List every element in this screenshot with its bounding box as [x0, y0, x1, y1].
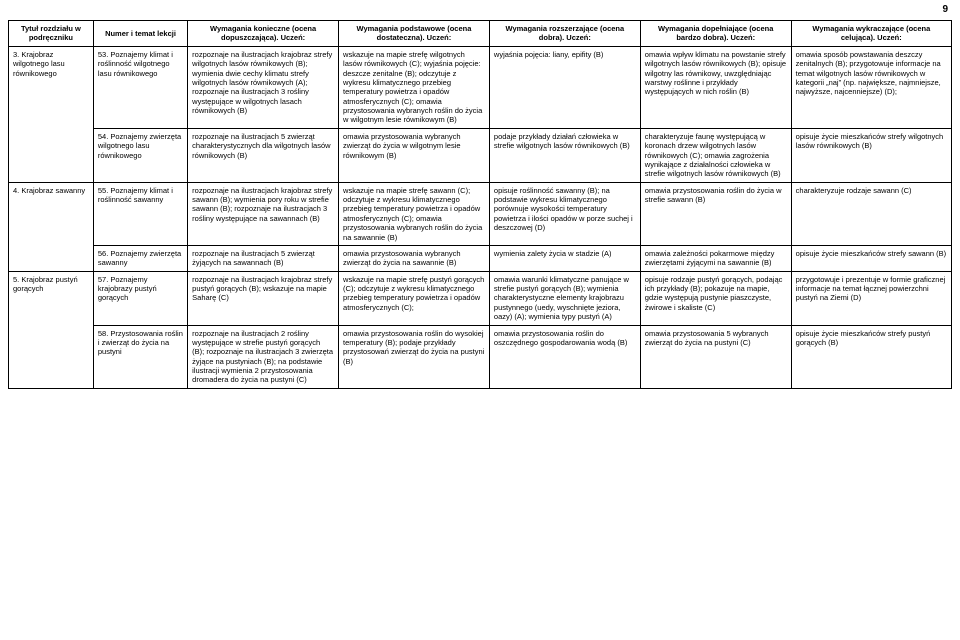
cell-c2: rozpoznaje na ilustracjach krajobraz str…	[188, 182, 339, 245]
table-row: 5. Krajobraz pustyń gorących57. Poznajem…	[9, 271, 952, 325]
cell-c5: charakteryzuje faunę występującą w koron…	[640, 128, 791, 182]
cell-lesson: 55. Poznajemy klimat i roślinność sawann…	[93, 182, 187, 245]
cell-c3: wskazuje na mapie strefę pustyń gorących…	[339, 271, 490, 325]
col-header-1: Numer i temat lekcji	[93, 21, 187, 47]
cell-c6: omawia sposób powstawania deszczy zenita…	[791, 46, 951, 128]
cell-c4: omawia warunki klimatyczne panujące w st…	[489, 271, 640, 325]
cell-c2: rozpoznaje na ilustracjach 5 zwierząt ży…	[188, 245, 339, 271]
col-header-5: Wymagania dopełniające (ocena bardzo dob…	[640, 21, 791, 47]
col-header-4: Wymagania rozszerzające (ocena dobra). U…	[489, 21, 640, 47]
cell-c2: rozpoznaje na ilustracjach 2 rośliny wys…	[188, 325, 339, 388]
cell-c6: opisuje życie mieszkańców strefy wilgotn…	[791, 128, 951, 182]
cell-lesson: 57. Poznajemy krajobrazy pustyń gorących	[93, 271, 187, 325]
table-row: 4. Krajobraz sawanny55. Poznajemy klimat…	[9, 182, 952, 245]
requirements-table: Tytuł rozdziału w podręcznikuNumer i tem…	[8, 20, 952, 389]
table-header-row: Tytuł rozdziału w podręcznikuNumer i tem…	[9, 21, 952, 47]
cell-c2: rozpoznaje na ilustracjach krajobraz str…	[188, 271, 339, 325]
col-header-2: Wymagania konieczne (ocena dopuszczająca…	[188, 21, 339, 47]
cell-c6: charakteryzuje rodzaje sawann (C)	[791, 182, 951, 245]
cell-c4: wyjaśnia pojęcia: liany, epifity (B)	[489, 46, 640, 128]
col-header-0: Tytuł rozdziału w podręczniku	[9, 21, 94, 47]
cell-lesson: 53. Poznajemy klimat i roślinność wilgot…	[93, 46, 187, 128]
cell-c5: opisuje rodzaje pustyń gorących, podając…	[640, 271, 791, 325]
cell-c5: omawia przystosowania roślin do życia w …	[640, 182, 791, 245]
cell-c2: rozpoznaje na ilustracjach krajobraz str…	[188, 46, 339, 128]
cell-c4: omawia przystosowania roślin do oszczędn…	[489, 325, 640, 388]
cell-c5: omawia przystosowania 5 wybranych zwierz…	[640, 325, 791, 388]
cell-c2: rozpoznaje na ilustracjach 5 zwierząt ch…	[188, 128, 339, 182]
col-header-6: Wymagania wykraczające (ocena celująca).…	[791, 21, 951, 47]
cell-c3: omawia przystosowania roślin do wysokiej…	[339, 325, 490, 388]
cell-c4: wymienia zalety życia w stadzie (A)	[489, 245, 640, 271]
cell-c6: opisuje życie mieszkańców strefy pustyń …	[791, 325, 951, 388]
table-row: 54. Poznajemy zwierzęta wilgotnego lasu …	[9, 128, 952, 182]
cell-c3: wskazuje na mapie strefę wilgotnych lasó…	[339, 46, 490, 128]
cell-c5: omawia zależności pokarmowe między zwier…	[640, 245, 791, 271]
table-row: 58. Przystosowania roślin i zwierząt do …	[9, 325, 952, 388]
cell-c3: omawia przystosowania wybranych zwierząt…	[339, 245, 490, 271]
table-row: 3. Krajobraz wilgotnego lasu równikowego…	[9, 46, 952, 128]
cell-c6: przygotowuje i prezentuje w formie grafi…	[791, 271, 951, 325]
cell-c6: opisuje życie mieszkańców strefy sawann …	[791, 245, 951, 271]
cell-c3: wskazuje na mapie strefę sawann (C); odc…	[339, 182, 490, 245]
page-number: 9	[942, 4, 948, 15]
chapter-cell: 3. Krajobraz wilgotnego lasu równikowego	[9, 46, 94, 182]
page: 9 { "page_number": "9", "columns": [ { "…	[0, 0, 960, 640]
col-header-3: Wymagania podstawowe (ocena dostateczna)…	[339, 21, 490, 47]
cell-c4: podaje przykłady działań człowieka w str…	[489, 128, 640, 182]
cell-lesson: 56. Poznajemy zwierzęta sawanny	[93, 245, 187, 271]
table-body: 3. Krajobraz wilgotnego lasu równikowego…	[9, 46, 952, 388]
cell-c3: omawia przystosowania wybranych zwierząt…	[339, 128, 490, 182]
cell-lesson: 54. Poznajemy zwierzęta wilgotnego lasu …	[93, 128, 187, 182]
cell-lesson: 58. Przystosowania roślin i zwierząt do …	[93, 325, 187, 388]
chapter-cell: 4. Krajobraz sawanny	[9, 182, 94, 271]
table-row: 56. Poznajemy zwierzęta sawannyrozpoznaj…	[9, 245, 952, 271]
cell-c5: omawia wpływ klimatu na powstanie strefy…	[640, 46, 791, 128]
cell-c4: opisuje roślinność sawanny (B); na podst…	[489, 182, 640, 245]
chapter-cell: 5. Krajobraz pustyń gorących	[9, 271, 94, 388]
